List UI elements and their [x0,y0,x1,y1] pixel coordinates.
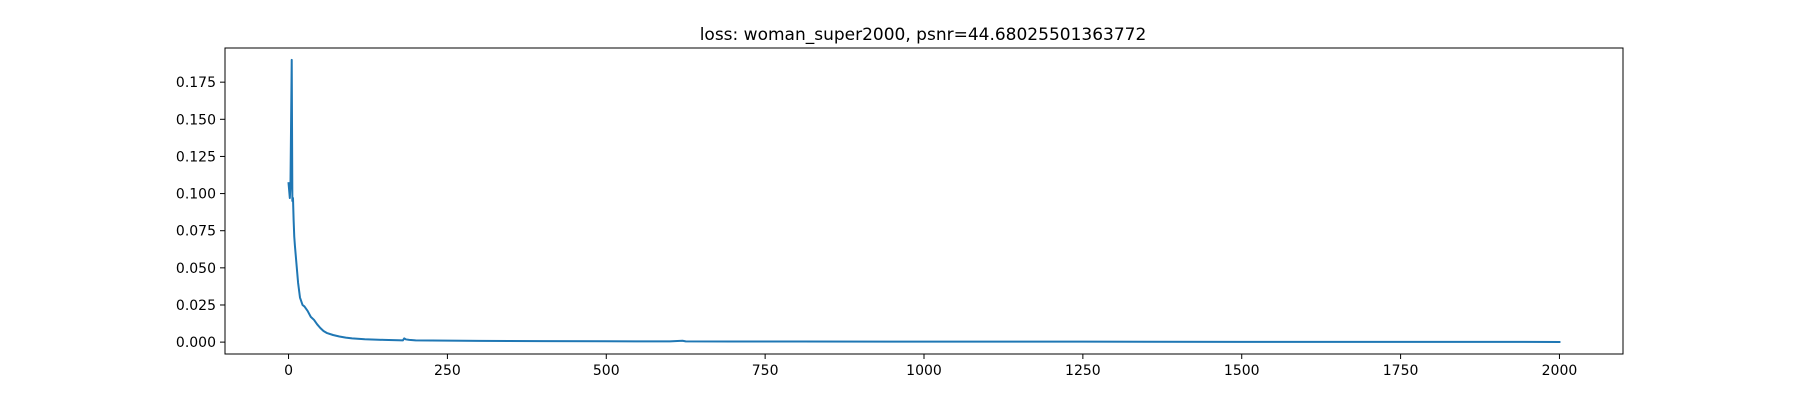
y-tick-label: 0.100 [176,187,216,203]
y-tick-label: 0.025 [176,298,216,314]
y-tick-label: 0.125 [176,149,216,165]
y-tick-label: 0.175 [176,75,216,91]
y-tick-label: 0.150 [176,112,216,128]
x-tick-label: 0 [284,363,293,379]
x-tick-label: 1750 [1383,363,1419,379]
axes-frame [224,47,1624,355]
x-tick-label: 1250 [1065,363,1101,379]
chart-title: loss: woman_super2000, psnr=44.680255013… [700,25,1147,45]
series-line-0 [287,58,1561,343]
y-tick-label: 0.050 [176,261,216,277]
x-tick-label: 1000 [906,363,942,379]
x-tick-label: 500 [593,363,620,379]
x-tick-label: 1500 [1224,363,1260,379]
x-tick-label: 750 [752,363,779,379]
x-tick-label: 2000 [1542,363,1578,379]
y-axis: 0.000 0.025 0.050 0.075 0.100 0.125 0.150 0.175 [176,75,225,351]
x-axis: 0 250 500 750 1000 1250 1500 1750 2000 [284,354,1577,379]
x-tick-label: 250 [434,363,461,379]
y-tick-label: 0.075 [176,224,216,240]
y-tick-label: 0.000 [176,335,216,351]
